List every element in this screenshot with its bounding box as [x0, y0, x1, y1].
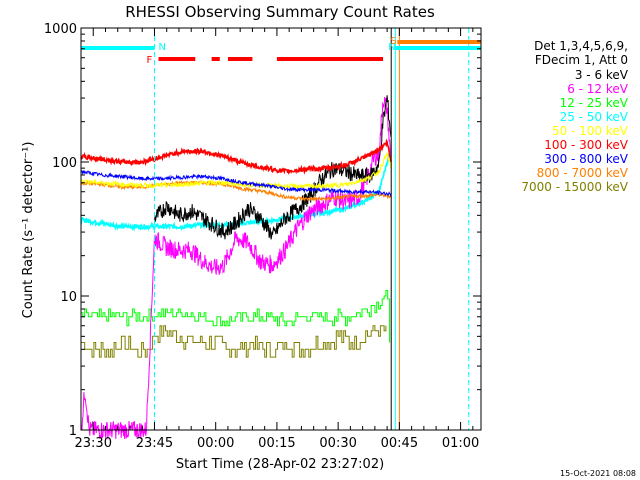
legend-entry-100-300-kev: 100 - 300 keV	[544, 138, 628, 152]
legend-entry-3-6-kev: 3 - 6 keV	[575, 68, 629, 82]
legend-entry-12-25-kev: 12 - 25 keV	[560, 96, 629, 110]
x-tick-label: 23:30	[75, 436, 112, 451]
x-tick-label: 00:00	[197, 436, 234, 451]
series-line-50-100-kev	[80, 151, 392, 191]
legend-entry-300-800-kev: 300 - 800 keV	[544, 152, 628, 166]
y-tick-label: 1000	[44, 22, 77, 37]
legend-entry-6-12-kev: 6 - 12 keV	[567, 82, 629, 96]
series-line-7000-15000-kev	[81, 325, 387, 358]
series-line-300-800-kev	[80, 169, 392, 198]
series-line-3-6-kev	[154, 95, 392, 240]
flag-label-F: F	[147, 55, 153, 66]
y-tick-label: 100	[52, 156, 77, 171]
legend-header-line: Det 1,3,4,5,6,9,	[534, 39, 628, 53]
legend-entry-50-100-kev: 50 - 100 keV	[552, 124, 629, 138]
chart-title: RHESSI Observing Summary Count Rates	[125, 3, 435, 21]
legend-entry-7000-15000-kev: 7000 - 15000 keV	[521, 180, 628, 194]
series-line-800-7000-kev	[80, 179, 392, 203]
series-line-12-25-kev	[81, 290, 391, 343]
series-line-100-300-kev	[80, 138, 392, 175]
legend-entry-25-50-kev: 25 - 50 keV	[560, 110, 629, 124]
x-tick-label: 23:45	[136, 436, 173, 451]
series-line-6-12-kev	[80, 96, 392, 440]
x-tick-label: 01:00	[442, 436, 479, 451]
legend-entry-800-7000-kev: 800 - 7000 keV	[537, 166, 629, 180]
flag-label-S-3: S	[390, 36, 396, 47]
legend: Det 1,3,4,5,6,9,FDecim 1, Att 03 - 6 keV…	[521, 39, 628, 194]
legend-header-line: FDecim 1, Att 0	[535, 53, 628, 67]
footer-timestamp: 15-Oct-2021 08:08	[560, 469, 636, 478]
x-tick-label: 00:15	[258, 436, 295, 451]
axes-frame	[80, 27, 482, 431]
axis-ticks: 23:30 23:45 00:00 00:15 00:30 00:45 01:00 1 10 10…	[44, 22, 481, 451]
plot-area: N NFS	[80, 28, 481, 440]
flag-label-N-0: N	[158, 42, 165, 53]
series-line-25-50-kev	[80, 148, 392, 232]
y-tick-label: 10	[60, 290, 77, 305]
x-axis-label: Start Time (28-Apr-02 23:27:02)	[176, 457, 384, 472]
y-axis-label: Count Rate (s⁻¹ detector⁻¹)	[21, 142, 36, 319]
flag-label-N-1: N	[388, 42, 395, 53]
y-tick-label: 1	[69, 424, 77, 439]
x-tick-label: 00:30	[319, 436, 356, 451]
x-tick-label: 00:45	[381, 436, 418, 451]
